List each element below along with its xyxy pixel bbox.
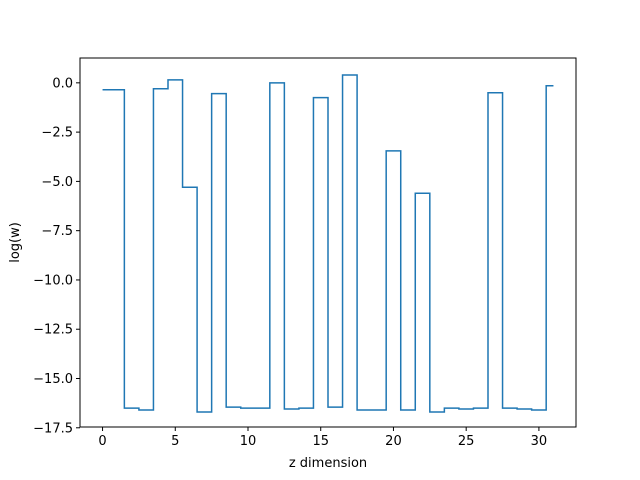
x-tick-label: 20 (385, 434, 402, 449)
x-tick-label: 25 (458, 434, 475, 449)
x-tick-label: 15 (312, 434, 329, 449)
y-tick-label: −15.0 (33, 372, 73, 387)
x-tick-label: 0 (98, 434, 106, 449)
y-tick-label: −10.0 (33, 273, 73, 288)
y-tick-label: −17.5 (33, 421, 73, 436)
y-tick-label: −12.5 (33, 323, 73, 338)
x-axis-label: z dimension (289, 456, 367, 471)
x-axis: 0 5 10 15 20 25 30 (98, 427, 547, 449)
series-layer (102, 74, 554, 413)
y-axis-label: log(w) (8, 222, 23, 263)
y-tick-label: −7.5 (41, 224, 73, 239)
series-line-0 (102, 74, 554, 413)
plot-frame (79, 57, 577, 428)
y-tick-label: 0.0 (52, 76, 73, 91)
x-tick-label: 10 (240, 434, 257, 449)
x-tick-label: 30 (531, 434, 548, 449)
x-tick-label: 5 (171, 434, 179, 449)
y-axis: 0.0 −2.5 −5.0 −7.5 −10.0 −12.5 −15.0 −17.5 (33, 76, 80, 436)
y-tick-label: −2.5 (41, 126, 73, 141)
y-tick-label: −5.0 (41, 175, 73, 190)
